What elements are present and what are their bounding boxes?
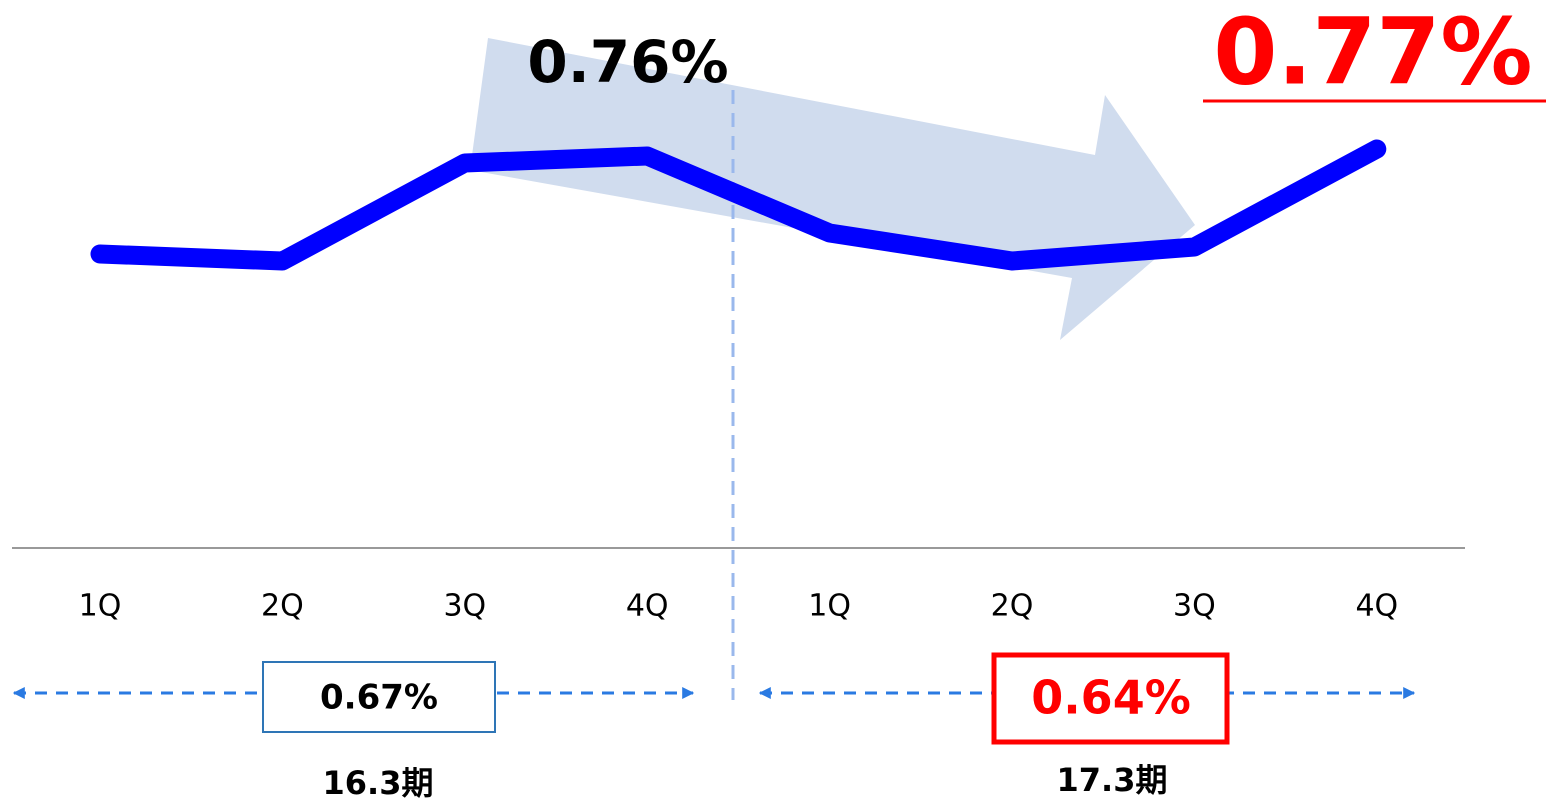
x-tick-label: 2Q [991,589,1034,624]
x-tick-label: 3Q [1173,589,1216,624]
value-label: 0.77% [1213,0,1532,105]
period-average: 0.64% [1031,671,1191,725]
period-label: 16.3期 [323,764,434,802]
x-tick-label: 1Q [808,589,851,624]
series-line [90,139,1387,271]
period-label: 17.3期 [1057,761,1168,799]
average-box [262,661,496,733]
x-tick-label: 2Q [261,589,304,624]
x-tick-label: 1Q [79,589,122,624]
x-tick-label: 4Q [1355,589,1398,624]
x-tick-label: 4Q [626,589,669,624]
average-box [991,652,1230,745]
value-label: 0.76% [527,28,728,96]
period-average: 0.67% [320,678,438,718]
x-tick-label: 3Q [443,589,486,624]
